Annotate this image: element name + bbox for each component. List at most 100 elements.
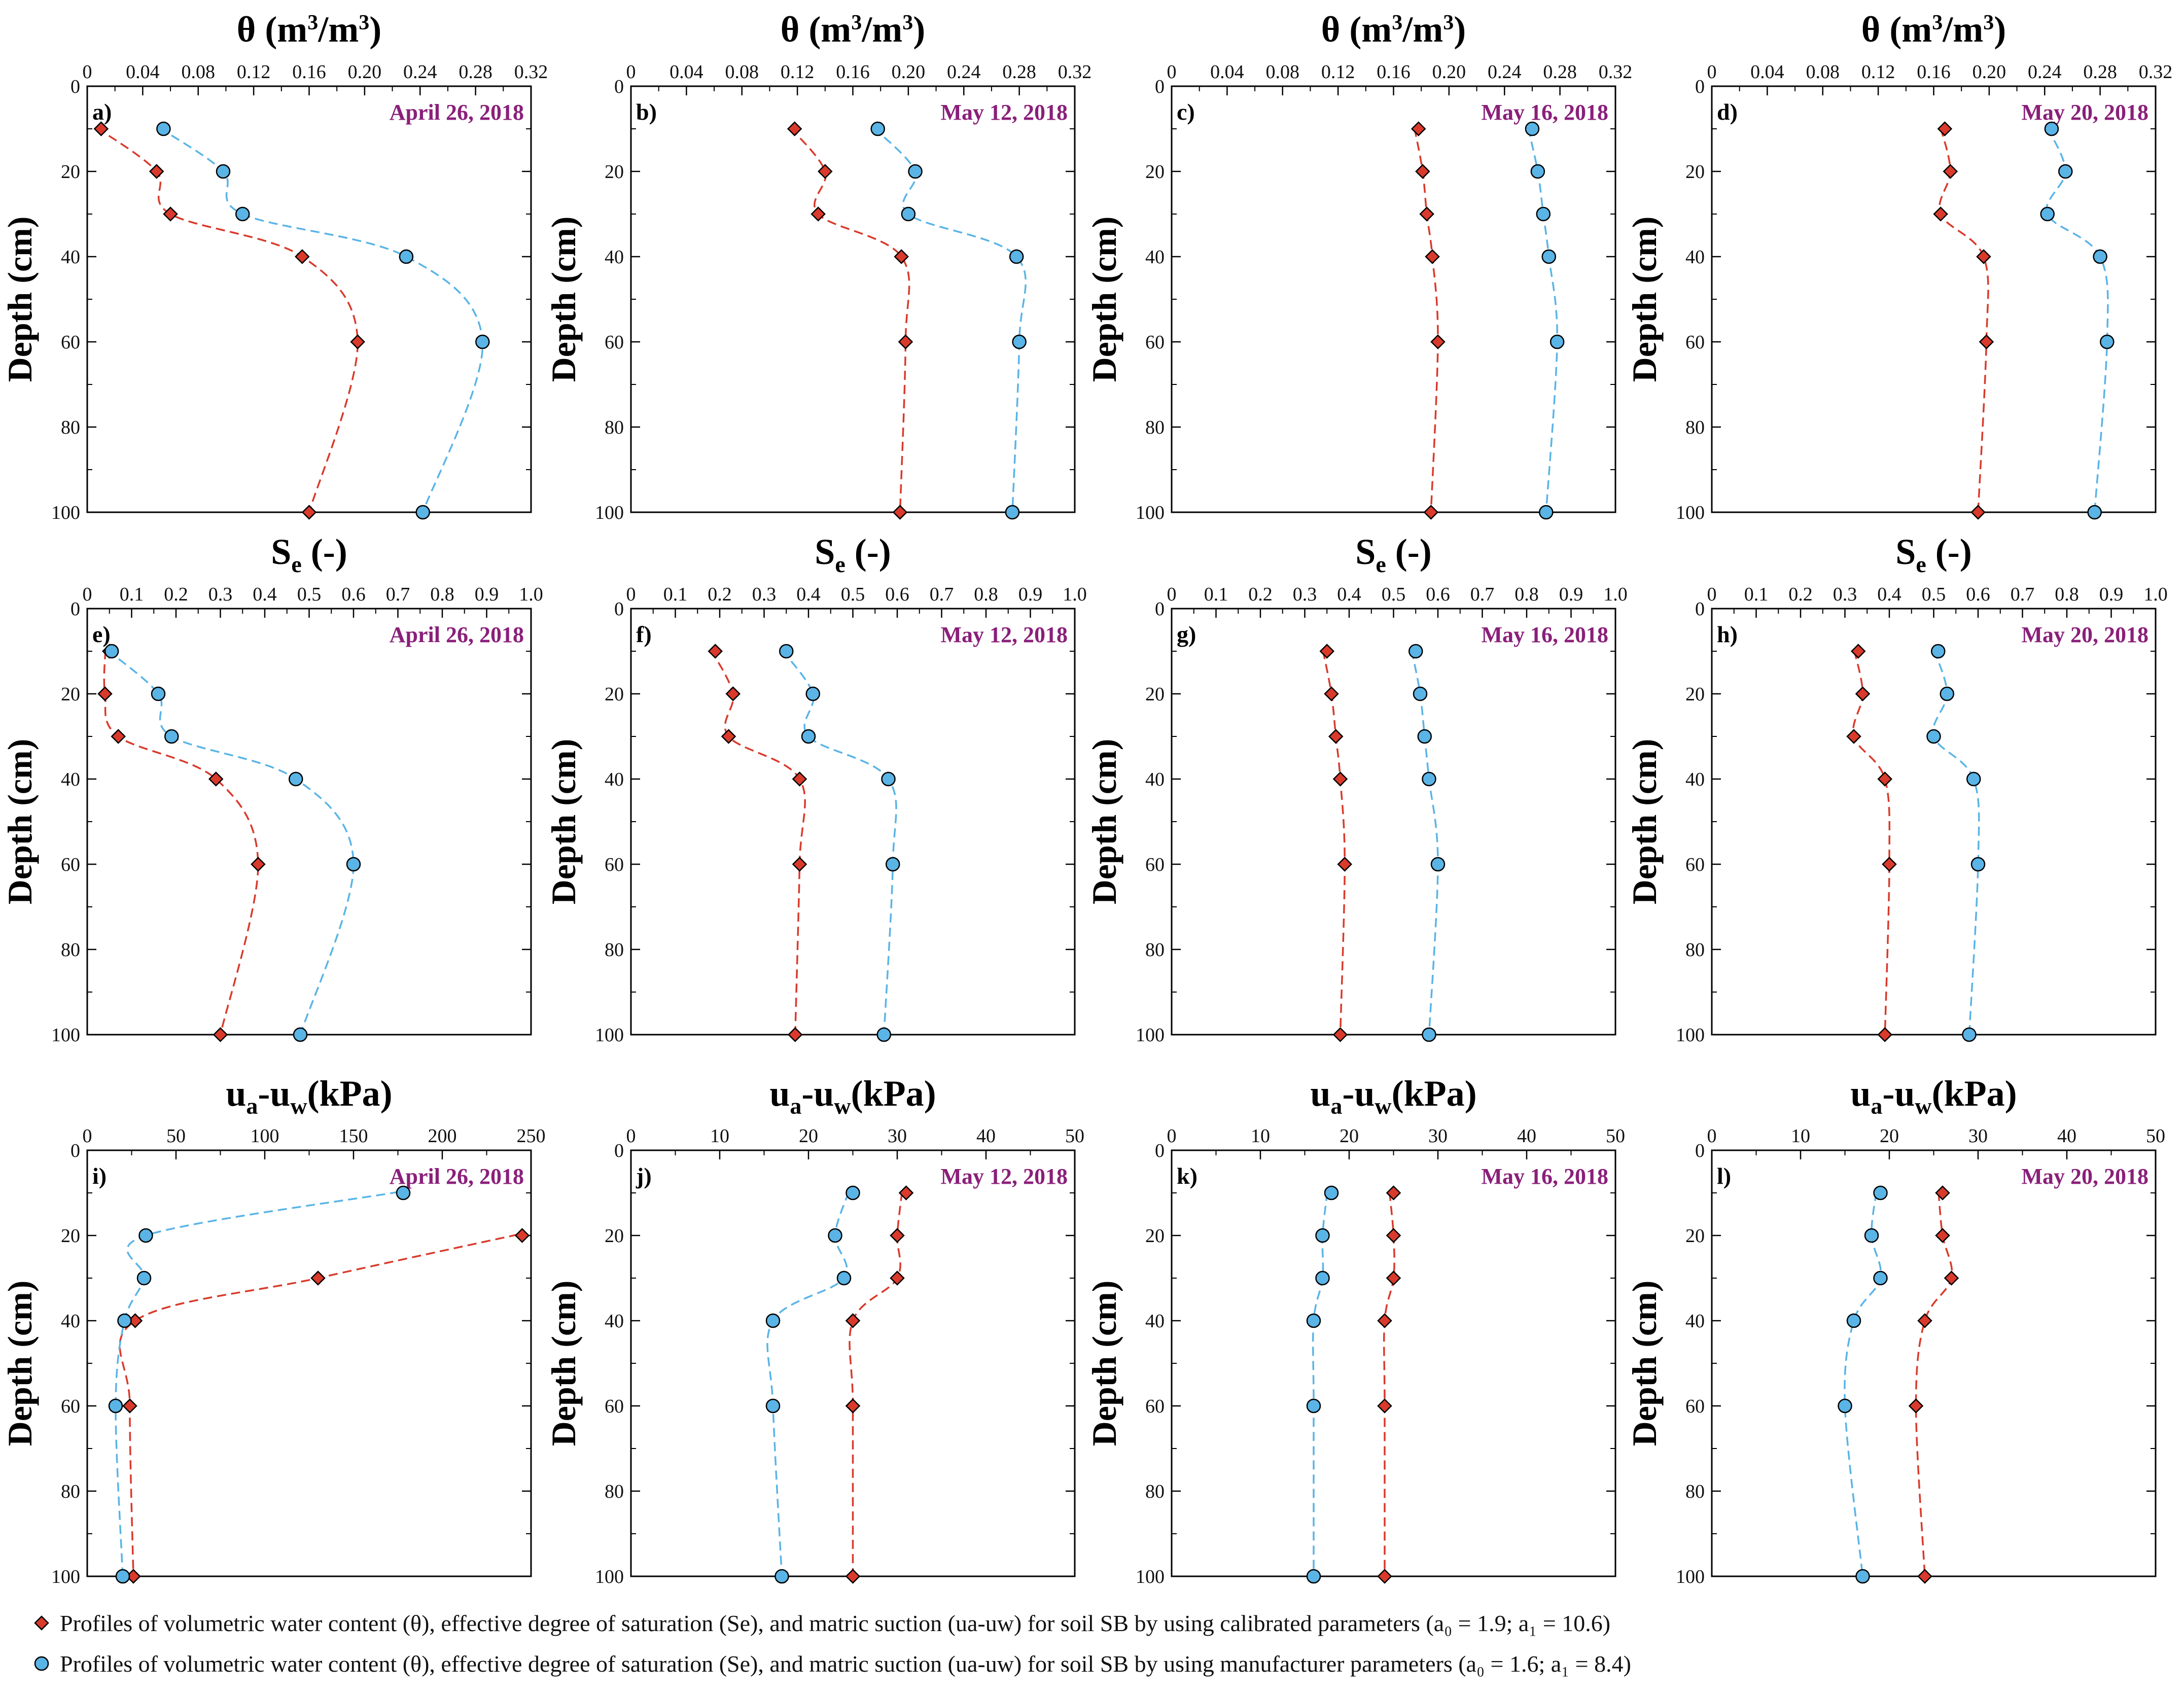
y-tick-label: 100 [1676, 1566, 1705, 1587]
x-tick-label: 50 [2146, 1125, 2165, 1147]
chart-panel-c: θ (m3/m3)0 0.04 0.08 0.12 0.16 0.20 0.24 0.28 0.… [1085, 9, 1632, 523]
x-tick-label: 50 [1606, 1125, 1625, 1147]
x-tick-label: 0.3 [752, 584, 777, 605]
y-tick-label: 40 [1685, 1311, 1705, 1332]
chart-panel-b: θ (m3/m3)0 0.04 0.08 0.12 0.16 0.20 0.24 0.28 0.… [544, 9, 1091, 523]
panel-letter: k) [1177, 1163, 1197, 1189]
panel-letter: g) [1177, 621, 1196, 647]
x-tick-label: 250 [517, 1125, 546, 1147]
x-tick-label: 0.3 [1833, 584, 1857, 605]
data-point-manufacturer [397, 1186, 410, 1199]
chart-panel-j: ua-uw(kPa)0 10 20 30 40 50020406080100Depth (… [544, 1073, 1084, 1587]
x-tick-label: 10 [710, 1125, 729, 1147]
x-tick-label: 0.6 [1426, 584, 1450, 605]
data-point-calibrated [847, 1399, 860, 1413]
series-line-manufacturer [1412, 650, 1438, 1035]
data-point-manufacturer [400, 250, 413, 263]
data-point-manufacturer [1537, 207, 1550, 221]
data-point-manufacturer [2059, 165, 2072, 178]
data-point-calibrated [1918, 1314, 1931, 1327]
y-tick-label: 0 [614, 598, 624, 620]
x-tick-label: 1.0 [2143, 584, 2168, 605]
data-point-manufacturer [1856, 1570, 1870, 1583]
x-tick-label: 0.28 [1002, 61, 1036, 83]
plot-frame [87, 86, 531, 512]
x-tick-label: 40 [2057, 1125, 2076, 1147]
title-part: (-) [846, 532, 891, 572]
y-tick-label: 100 [595, 1025, 624, 1046]
series-line-calibrated [104, 650, 258, 1035]
y-tick-label: 40 [61, 246, 80, 268]
data-point-manufacturer [476, 335, 489, 348]
data-point-manufacturer [802, 730, 815, 743]
plot-frame [1172, 86, 1615, 512]
data-point-calibrated [516, 1229, 529, 1242]
x-tick-label: 0.24 [1488, 61, 1522, 83]
title-part: u [1310, 1073, 1330, 1114]
y-tick-label: 20 [61, 684, 80, 705]
date-label: May 12, 2018 [940, 622, 1068, 647]
data-point-calibrated [1945, 1272, 1958, 1285]
data-point-manufacturer [1418, 730, 1431, 743]
data-point-manufacturer [2094, 250, 2107, 263]
data-point-manufacturer [1865, 1229, 1878, 1242]
data-point-calibrated [788, 122, 801, 135]
x-tick-label: 0.2 [1248, 584, 1273, 605]
x-tick-label: 50 [166, 1125, 186, 1147]
data-point-calibrated [252, 858, 265, 871]
x-tick-label: 0.1 [120, 584, 144, 605]
data-point-manufacturer [289, 772, 302, 786]
data-point-calibrated [847, 1570, 860, 1583]
date-label: May 20, 2018 [2021, 622, 2148, 647]
x-tick-label: 0.12 [1861, 61, 1895, 83]
data-point-manufacturer [1539, 506, 1553, 519]
data-point-manufacturer [829, 1229, 842, 1242]
y-tick-label: 60 [1145, 332, 1165, 353]
y-tick-label: 80 [605, 417, 624, 438]
y-tick-label: 60 [1145, 1396, 1165, 1417]
date-label: April 26, 2018 [390, 622, 524, 647]
data-point-calibrated [1977, 250, 1990, 263]
title-subscript: e [1376, 551, 1386, 577]
data-point-calibrated [847, 1314, 860, 1327]
data-point-manufacturer [1963, 1028, 1976, 1041]
x-tick-label: 0 [1707, 584, 1717, 605]
series-line-manufacturer [159, 128, 482, 512]
y-tick-label: 40 [605, 769, 624, 790]
legend-calibrated-text: Profiles of volumetric water content (θ)… [60, 1610, 1610, 1636]
data-point-manufacturer [837, 1272, 851, 1285]
data-point-calibrated [1852, 645, 1865, 658]
y-axis-label: Depth (cm) [1085, 1281, 1123, 1446]
panel-letter: b) [636, 99, 657, 125]
data-point-calibrated [899, 335, 912, 348]
plot-frame [1712, 86, 2156, 512]
x-tick-label: 0.6 [341, 584, 366, 605]
y-tick-label: 60 [605, 1396, 624, 1417]
title-part: ) [913, 9, 925, 50]
panel-letter: f) [636, 621, 652, 647]
y-axis-label: Depth (cm) [1625, 739, 1664, 905]
x-tick-label: 0.16 [292, 61, 326, 83]
y-tick-label: 40 [1145, 246, 1165, 268]
title-part: θ (m [781, 9, 852, 50]
title-part: θ (m [1861, 9, 1932, 50]
x-tick-label: 0.4 [253, 584, 277, 605]
y-tick-label: 80 [61, 1481, 80, 1502]
y-tick-label: 80 [1685, 1481, 1705, 1502]
x-tick-label: 0.2 [708, 584, 732, 605]
title-part: (kPa) [1392, 1073, 1477, 1114]
data-point-manufacturer [1542, 250, 1556, 263]
title-subscript: w [834, 1093, 851, 1119]
data-point-calibrated [1878, 1028, 1891, 1041]
data-point-calibrated [893, 506, 906, 519]
x-tick-label: 0 [626, 61, 636, 83]
x-tick-label: 0.6 [1966, 584, 1990, 605]
x-tick-label: 0.12 [781, 61, 815, 83]
x-tick-label: 0.20 [892, 61, 926, 83]
y-tick-label: 100 [595, 502, 624, 523]
data-point-manufacturer [780, 645, 793, 658]
series-line-calibrated [1415, 128, 1438, 512]
x-tick-label: 0.32 [2139, 61, 2173, 83]
x-tick-label: 150 [339, 1125, 368, 1147]
series-line-calibrated [850, 1192, 902, 1576]
